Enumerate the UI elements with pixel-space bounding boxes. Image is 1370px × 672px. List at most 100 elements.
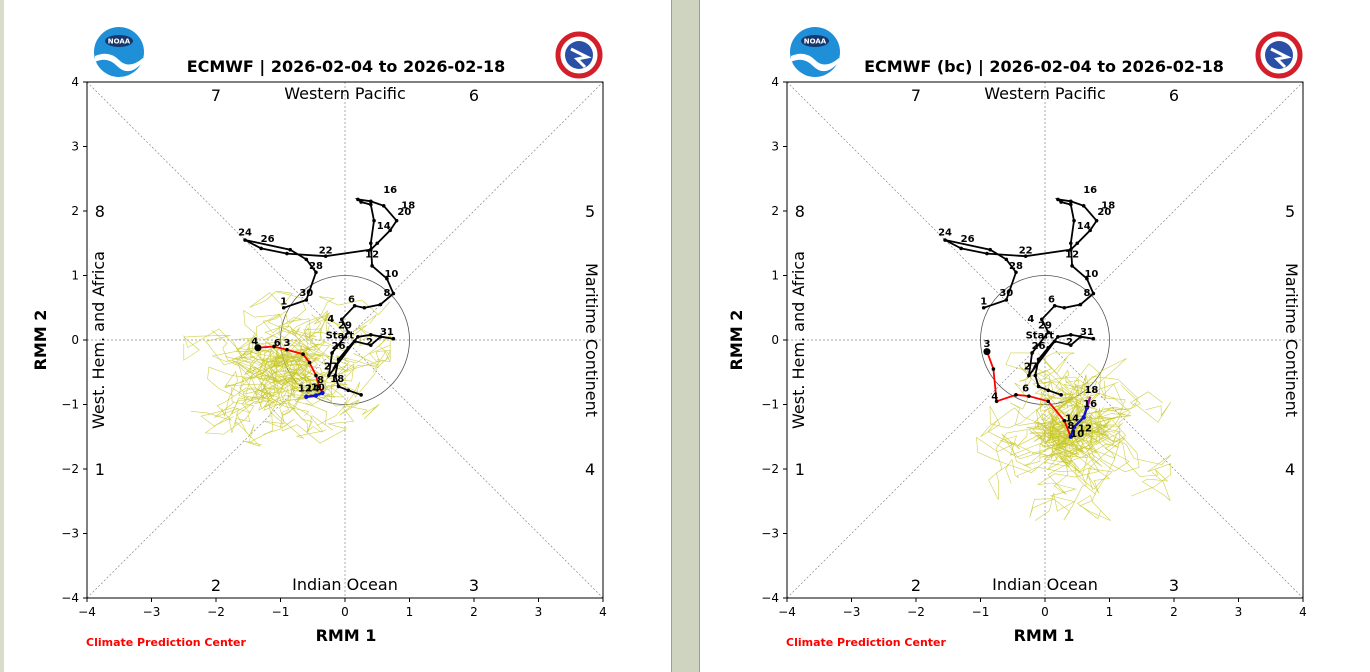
observed-track-point — [1004, 298, 1009, 302]
y-tick-label: −3 — [761, 527, 779, 541]
observed-track-point — [1036, 357, 1041, 362]
observed-track-point — [1039, 317, 1044, 322]
forecast-mean-point — [313, 393, 319, 398]
forecast-mean-point — [304, 394, 309, 399]
phase-label: 7 — [211, 86, 221, 105]
forecast-mean-point — [1014, 393, 1018, 397]
ensemble-member-line — [1078, 417, 1130, 472]
observed-day-label: 20 — [1097, 207, 1111, 218]
observed-day-label: 22 — [319, 246, 333, 257]
y-tick-label: 0 — [771, 333, 779, 347]
observed-day-label: 1 — [980, 297, 987, 308]
region-label-right: Maritime Continent — [1282, 263, 1301, 417]
observed-track-point — [1069, 241, 1073, 246]
forecast-mean-point — [314, 373, 318, 378]
observed-track-point — [323, 254, 328, 258]
region-label-bottom: Indian Ocean — [292, 575, 398, 594]
ensemble-member-line — [1063, 416, 1097, 455]
forecast-day-label: 3 — [983, 339, 990, 350]
y-axis-label: RMM 2 — [31, 310, 50, 371]
forecast-mean-week1-line — [257, 345, 324, 394]
y-axis-label: RMM 2 — [727, 310, 746, 371]
x-tick-label: −1 — [972, 605, 990, 619]
ensemble-member-line — [267, 386, 355, 444]
y-tick-label: 2 — [71, 204, 79, 218]
observed-track-point — [1072, 218, 1076, 223]
observed-track-point — [1081, 204, 1086, 208]
observed-day-label: 18 — [1101, 200, 1115, 211]
observed-day-label: 1 — [280, 297, 287, 308]
observed-track-point — [385, 276, 389, 281]
observed-track-point — [1046, 345, 1051, 350]
y-tick-label: 4 — [71, 75, 79, 89]
forecast-day-label: 14 — [306, 384, 320, 395]
observed-day-label: 10 — [1084, 269, 1098, 280]
observed-track-point — [356, 334, 360, 339]
phase-label: 2 — [211, 576, 221, 595]
observed-track-point — [394, 218, 399, 223]
ensemble-member-line — [1005, 444, 1080, 484]
noaa-logo-text: NOAA — [108, 38, 131, 46]
ensemble-member-line — [249, 291, 318, 351]
y-tick-label: 4 — [771, 75, 779, 89]
forecast-mean-point — [320, 390, 325, 396]
observed-track-point — [339, 317, 344, 322]
ensemble-member-line — [1060, 437, 1114, 495]
phase-label: 6 — [1169, 86, 1179, 105]
ensemble-member-line — [262, 356, 332, 435]
ensemble-member-line — [302, 350, 391, 382]
ensemble-member-line — [250, 363, 310, 417]
observed-day-label: 4 — [1027, 314, 1034, 325]
observed-day-label: 27 — [324, 362, 338, 373]
x-axis-label: RMM 1 — [316, 626, 377, 645]
observed-day-label: 16 — [383, 185, 397, 196]
forecast-day-label: 18 — [1084, 385, 1098, 396]
observed-track-line — [944, 198, 1098, 396]
observed-track-point — [369, 333, 373, 337]
ensemble-member-line — [1056, 375, 1093, 442]
nws-logo — [555, 31, 603, 79]
region-label-right: Maritime Continent — [582, 263, 601, 417]
y-tick-label: 3 — [771, 140, 779, 154]
phase-label: 5 — [585, 202, 595, 221]
phase-label: 1 — [95, 460, 105, 479]
observed-track-point — [1014, 270, 1018, 275]
observed-track-point — [1052, 339, 1057, 344]
observed-day-label: 26 — [1032, 341, 1046, 352]
ensemble-member-line — [256, 313, 325, 381]
observed-day-label: 22 — [1019, 246, 1033, 257]
ensemble-member-line — [282, 310, 345, 358]
ensemble-member-line — [1071, 421, 1116, 521]
forecast-mean-point — [272, 344, 276, 349]
x-axis-label: RMM 1 — [1014, 626, 1075, 645]
observed-track-point — [1062, 305, 1067, 310]
ensemble-member-line — [987, 419, 1096, 456]
observed-day-label: 8 — [383, 288, 390, 299]
observed-day-label: Start — [1026, 331, 1055, 342]
observed-track-point — [1046, 388, 1051, 393]
observed-day-label: 29 — [1038, 320, 1052, 331]
ensemble-member-line — [1052, 375, 1163, 427]
ensemble-member-line — [1057, 384, 1141, 455]
region-label-left: West. Hem. and Africa — [789, 251, 808, 429]
observed-day-label: 12 — [365, 249, 379, 260]
observed-track-point — [1069, 333, 1073, 337]
observed-track-point — [1033, 373, 1038, 378]
y-tick-label: 1 — [771, 269, 779, 283]
y-tick-label: 1 — [71, 269, 79, 283]
phase-label: 8 — [795, 202, 805, 221]
x-tick-label: −1 — [272, 605, 290, 619]
observed-track-point — [369, 202, 373, 207]
ensemble-member-line — [268, 385, 327, 439]
forecast-day-label: 6 — [274, 338, 281, 349]
observed-day-label: 14 — [1077, 221, 1091, 232]
forecast-mean-point — [1046, 399, 1051, 404]
phase-label: 7 — [911, 86, 921, 105]
observed-track-point — [1030, 351, 1034, 355]
ensemble-member-line — [298, 312, 377, 353]
observed-track-point — [381, 204, 386, 208]
observed-track-point — [378, 334, 383, 339]
noaa-logo: NOAA — [790, 27, 840, 77]
ensemble-member-line — [1005, 352, 1092, 430]
